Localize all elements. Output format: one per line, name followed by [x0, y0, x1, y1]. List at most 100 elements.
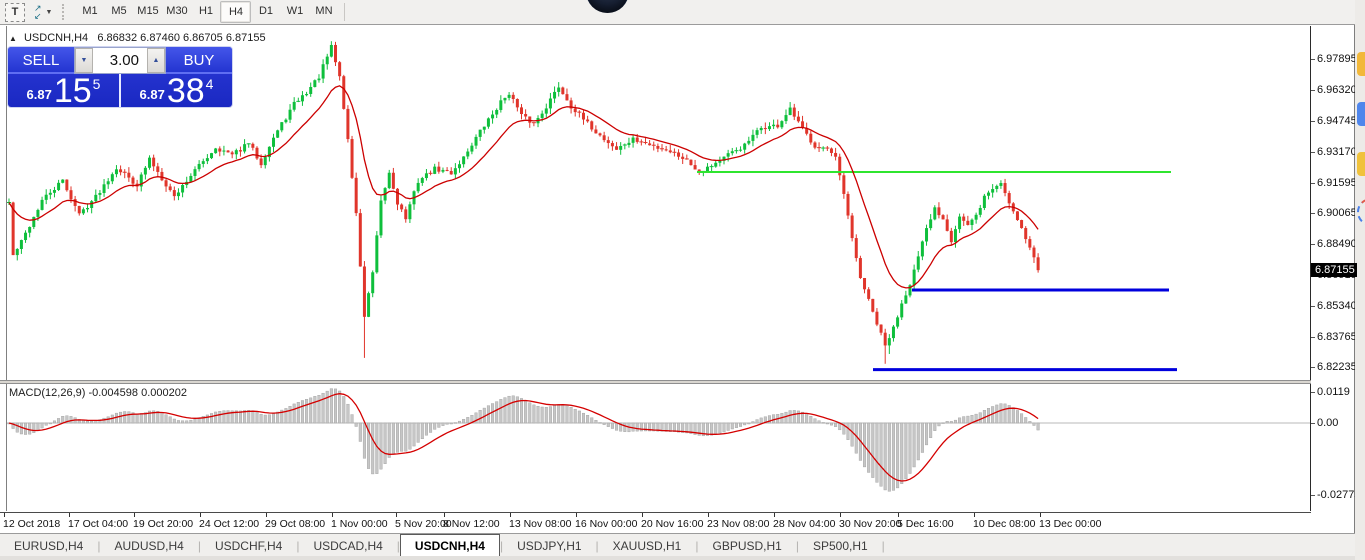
panel-splitter[interactable]: [0, 380, 1311, 384]
timeframe-button-m5[interactable]: M5: [111, 5, 127, 17]
time-axis-label: 30 Nov 20:00: [839, 518, 902, 530]
price-axis-tick: 6.88490: [1311, 238, 1357, 250]
buy-price-sup: 4: [205, 76, 214, 92]
text-label-tool-icon[interactable]: T: [5, 2, 25, 22]
price-axis-tick: 6.96320: [1311, 84, 1357, 96]
time-axis-label: 5 Dec 16:00: [897, 518, 954, 530]
bottom-strip: [0, 556, 1355, 560]
timeframe-button-m30[interactable]: M30: [166, 5, 188, 17]
tab-usdcnh-h4[interactable]: USDCNH,H4: [399, 534, 500, 557]
time-axis-tick: [266, 513, 267, 517]
price-axis-tick: 6.85340: [1311, 300, 1357, 312]
axis-tick-dash: [1311, 423, 1315, 424]
tab-usdcad-h4[interactable]: USDCAD,H4: [313, 538, 383, 553]
timeframe-button-m15[interactable]: M15: [137, 5, 159, 17]
time-axis-tick: [708, 513, 709, 517]
tab-separator: |: [396, 538, 400, 553]
timeframe-button-group: M1 M5 M15 M30 H1 H4 D1 W1 MN: [75, 1, 338, 23]
price-axis-tick: 6.93170: [1311, 146, 1357, 158]
time-axis-tick: [69, 513, 70, 517]
time-axis-label: 20 Nov 16:00: [641, 518, 704, 530]
price-chart-canvas[interactable]: [0, 26, 1311, 380]
tab-audusd-h4[interactable]: AUDUSD,H4: [114, 538, 184, 553]
tab-separator: |: [595, 538, 599, 553]
time-axis-label: 24 Oct 12:00: [199, 518, 260, 530]
time-axis-tick: [898, 513, 899, 517]
volume-control: ▼ ▲: [74, 47, 166, 74]
time-axis-tick: [4, 513, 5, 517]
axis-tick-dash: [1311, 243, 1315, 245]
desktop-edge-strip: Ec: [1355, 0, 1365, 560]
axis-tick-dash: [1311, 305, 1315, 307]
current-price-tag: 6.87155: [1311, 263, 1357, 278]
time-axis-label: 13 Nov 08:00: [509, 518, 572, 530]
price-axis-tick: 6.97895: [1311, 53, 1357, 65]
tab-sp500-h1[interactable]: SP500,H1: [812, 538, 868, 553]
price-axis-tick: 6.90065: [1311, 207, 1357, 219]
price-axis-tick: 6.94745: [1311, 115, 1357, 127]
volume-input[interactable]: [93, 48, 147, 73]
axis-tick-dash: [1311, 151, 1315, 153]
chart-symbol-period: USDCNH,H4: [23, 32, 89, 44]
arrows-tool-button[interactable]: ↗ ↙ ▼: [34, 3, 53, 21]
axis-tick-dash: [1311, 392, 1315, 393]
orange-c-app-icon[interactable]: c: [1357, 152, 1365, 176]
time-axis-tick: [134, 513, 135, 517]
volume-increase-button[interactable]: ▲: [147, 48, 165, 73]
tab-separator: |: [881, 538, 885, 553]
axis-tick-dash: [1311, 367, 1315, 369]
time-axis-label: 5 Nov 20:00: [395, 518, 452, 530]
macd-axis-tick: -0.027754: [1311, 489, 1365, 501]
time-axis-tick: [974, 513, 975, 517]
axis-tick-dash: [1311, 120, 1315, 122]
volume-decrease-button[interactable]: ▼: [75, 48, 93, 73]
macd-axis-tick: 0.0119: [1311, 386, 1350, 398]
sell-price-display[interactable]: 6.87 15 5: [8, 72, 121, 110]
buy-button[interactable]: BUY: [166, 47, 232, 74]
top-toolbar: T ↗ ↙ ▼ M1 M5 M15 M30 H1 H4 D1 W1 MN: [0, 0, 1355, 25]
tab-usdjpy-h1[interactable]: USDJPY,H1: [517, 538, 582, 553]
time-axis-tick: [840, 513, 841, 517]
tab-eurusd-h4[interactable]: EURUSD,H4: [14, 538, 84, 553]
blue-e-app-icon[interactable]: E: [1357, 102, 1365, 126]
time-axis: 12 Oct 2018 17 Oct 04:00 19 Oct 20:00 24 Oc…: [0, 512, 1311, 534]
buy-price-prefix: 6.87: [139, 87, 165, 102]
tab-separator: |: [795, 538, 799, 553]
tab-separator: |: [499, 538, 504, 553]
time-axis-label: 1 Nov 00:00: [331, 518, 388, 530]
chevron-down-icon[interactable]: ▼: [45, 8, 53, 16]
price-axis-tick: 6.83765: [1311, 331, 1357, 343]
collapse-triangle-icon[interactable]: ▲: [9, 34, 17, 43]
sell-button[interactable]: SELL: [8, 47, 74, 74]
time-axis-tick: [1040, 513, 1041, 517]
buy-price-display[interactable]: 6.87 38 4: [121, 74, 232, 108]
tab-gbpusd-h1[interactable]: GBPUSD,H1: [712, 538, 782, 553]
sell-price-big: 15: [53, 72, 92, 110]
timeframe-button-h1[interactable]: H1: [198, 5, 214, 17]
timeframe-button-mn[interactable]: MN: [315, 5, 333, 17]
diagonal-arrows-icon: ↗ ↙: [34, 3, 42, 21]
timeframe-button-h4[interactable]: H4: [220, 1, 252, 23]
one-click-trading-panel: SELL ▼ ▲ BUY 6.87 15 5 6.87 38 4: [8, 47, 232, 110]
timeframe-button-m1[interactable]: M1: [82, 5, 98, 17]
time-axis-tick: [510, 513, 511, 517]
chart-tab-bar: EURUSD,H4 | AUDUSD,H4 | USDCHF,H4 | USDCAD,H4 |…: [0, 533, 1355, 557]
time-axis-label: 23 Nov 08:00: [707, 518, 770, 530]
macd-chart-canvas[interactable]: [0, 384, 1311, 511]
time-axis-tick: [774, 513, 775, 517]
tab-xauusd-h1[interactable]: XAUUSD,H1: [612, 538, 682, 553]
dashed-circle-icon[interactable]: [1357, 198, 1365, 226]
time-axis-label: 16 Nov 00:00: [575, 518, 638, 530]
tab-usdchf-h4[interactable]: USDCHF,H4: [214, 538, 283, 553]
desktop-logo-circle: [586, 0, 629, 13]
time-axis-label: 19 Oct 20:00: [133, 518, 194, 530]
time-axis-label: 8 Nov 12:00: [443, 518, 500, 530]
timeframe-button-d1[interactable]: D1: [258, 5, 274, 17]
time-axis-label: 10 Dec 08:00: [973, 518, 1036, 530]
timeframe-button-w1[interactable]: W1: [286, 5, 304, 17]
yellow-app-icon[interactable]: [1357, 52, 1365, 76]
sell-price-sup: 5: [92, 76, 101, 92]
toolbar-grip-handle[interactable]: [62, 4, 68, 20]
chart-title: ▲ USDCNH,H4 6.86832 6.87460 6.86705 6.87…: [9, 32, 266, 44]
time-axis-tick: [396, 513, 397, 517]
